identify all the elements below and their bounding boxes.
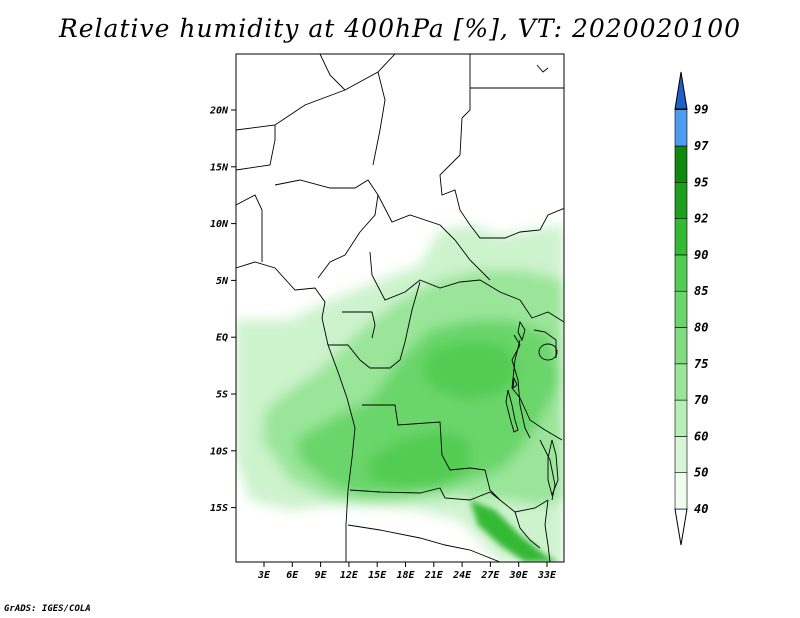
colorbar-segment [674,182,688,219]
lon-tick-label: 15E [368,570,387,581]
lon-tick-label: 27E [480,570,500,581]
colorbar: 40 50 60 70 75 80 85 90 92 95 97 99 [674,71,709,546]
colorbar-segment [674,290,688,328]
lon-tick-label: 24E [452,570,472,581]
colorbar-label: 95 [694,175,708,189]
humidity-region-sw-core [368,430,470,488]
colorbar-over-triangle [674,71,688,110]
map-frame [235,53,565,563]
colorbar-label: 97 [694,139,709,153]
colorbar-segment [674,436,688,473]
lon-tick-label: 3E [257,570,271,581]
colorbar-label: 92 [694,212,708,226]
humidity-region-se-band [470,500,560,562]
lake-kivu [512,377,518,389]
colorbar-label: 90 [694,248,708,262]
lat-tick-label: 5S [216,390,228,401]
colorbar-label: 40 [694,502,708,516]
lake-tanganyika [505,389,519,433]
lat-tick-label: 10S [210,446,228,457]
lat-tick-label: 10N [210,219,229,230]
colorbar-label: 60 [694,429,708,443]
lat-tick-label: EQ [216,333,228,344]
colorbar-label: 50 [694,466,708,480]
colorbar-segment [674,218,688,256]
lon-tick-label: 30E [509,570,529,581]
colorbar-segment [674,399,688,437]
grads-credit: GrADS: IGES/COLA [4,604,91,614]
lakes [505,320,559,497]
lat-tick-label: 20N [209,106,229,117]
colorbar-segment [674,254,688,292]
country-boundaries [236,54,564,562]
lon-tick-label: 9E [315,570,328,581]
lon-tick-label: 12E [340,570,359,581]
humidity-field [236,54,564,562]
colorbar-segment [674,327,688,365]
lat-tick-label: 15S [210,503,228,514]
colorbar-segment [674,145,688,183]
colorbar-label: 80 [694,321,708,335]
chart-title: Relative humidity at 400hPa [%], VT: 202… [58,14,742,43]
colorbar-label: 75 [694,357,708,371]
lat-tick-label: 15N [210,162,229,173]
lake-albert [517,320,526,342]
colorbar-segment [674,363,688,401]
lon-tick-label: 6E [286,570,299,581]
colorbar-label: 99 [694,103,708,117]
lake-malawi [547,439,559,497]
lon-tick-label: 21E [424,570,444,581]
colorbar-label: 85 [694,284,708,298]
lon-tick-label: 33E [537,570,557,581]
longitude-axis: 3E 6E 9E 12E 15E 18E 21E 24E 27E 30E 33E [257,562,557,581]
humidity-region-ne-core [422,340,520,400]
latitude-axis: 20N 15N 10N 5N EQ 5S 10S 15S [209,106,236,514]
humidity-north-gap [236,54,564,204]
colorbar-segment [674,109,688,147]
lon-tick-label: 18E [396,570,415,581]
colorbar-label: 70 [694,393,708,407]
lat-tick-label: 5N [216,276,229,287]
colorbar-segment [674,472,688,510]
colorbar-under-triangle [674,508,688,546]
lake-victoria [538,343,558,361]
